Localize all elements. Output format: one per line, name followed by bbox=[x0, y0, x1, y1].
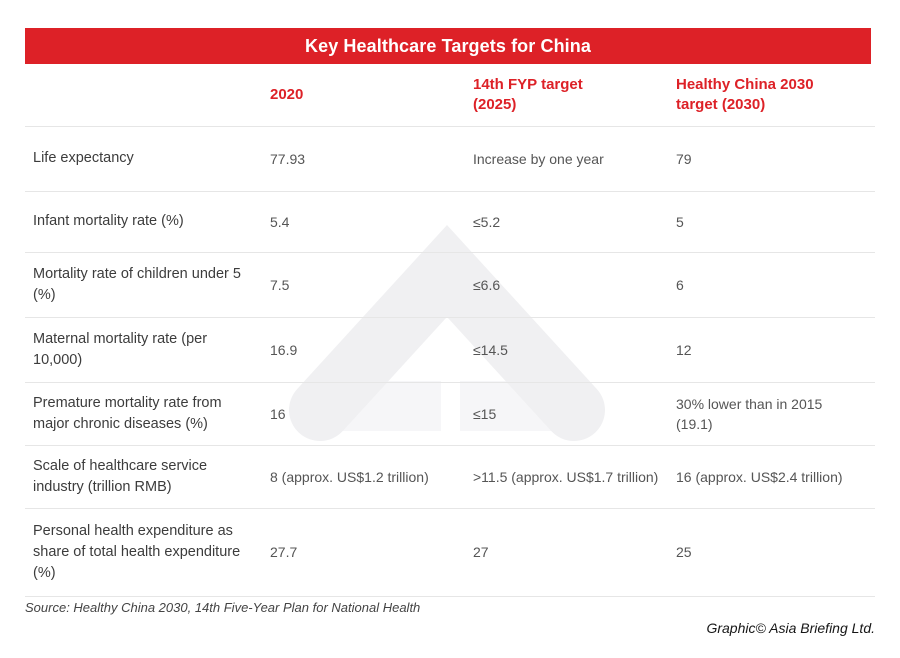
value-healthy-china-2030-cell: 16 (approx. US$2.4 trillion) bbox=[676, 468, 843, 485]
value-healthy-china-2030-cell: 5 bbox=[676, 213, 684, 230]
row-label-cell: Mortality rate of children under 5 (%) bbox=[33, 265, 241, 303]
value-healthy-china-2030-cell: 12 bbox=[676, 341, 692, 358]
table-body: Life expectancy 77.93 Increase by one year… bbox=[25, 127, 875, 597]
value-2020-cell: 16 bbox=[270, 405, 286, 422]
row-label-cell: Personal health expenditure as share of … bbox=[33, 522, 241, 581]
row-label-cell: Life expectancy bbox=[33, 150, 134, 167]
table-row: Personal health expenditure as share of … bbox=[25, 509, 875, 597]
value-2020-cell: 77.93 bbox=[270, 150, 306, 167]
value-fyp-2025-cell: >11.5 (approx. US$1.7 trillion) bbox=[473, 468, 659, 485]
value-fyp-2025-cell: 27 bbox=[473, 544, 489, 561]
value-fyp-2025-cell: ≤5.2 bbox=[473, 213, 501, 230]
value-healthy-china-2030-cell: 30% lower than in 2015 (19.1) bbox=[676, 395, 823, 432]
row-label-cell: Scale of healthcare service industry (tr… bbox=[33, 457, 208, 495]
graphic-credit: Graphic© Asia Briefing Ltd. bbox=[706, 620, 875, 636]
table-row: Life expectancy 77.93 Increase by one year… bbox=[25, 127, 875, 192]
value-2020-cell: 16.9 bbox=[270, 341, 298, 358]
value-2020-cell: 27.7 bbox=[270, 544, 298, 561]
value-2020-cell: 7.5 bbox=[270, 276, 290, 293]
column-header-fyp-2025: 14th FYP target (2025) bbox=[473, 75, 583, 113]
value-2020-cell: 5.4 bbox=[270, 213, 290, 230]
table-row: Scale of healthcare service industry (tr… bbox=[25, 446, 875, 509]
title-band: Key Healthcare Targets for China bbox=[25, 28, 871, 64]
row-label-cell: Premature mortality rate from major chro… bbox=[33, 394, 222, 432]
value-healthy-china-2030-cell: 6 bbox=[676, 276, 684, 293]
row-label-cell: Infant mortality rate (%) bbox=[33, 213, 184, 230]
row-label-cell: Maternal mortality rate (per 10,000) bbox=[33, 330, 208, 368]
value-healthy-china-2030-cell: 79 bbox=[676, 150, 692, 167]
column-header-healthy-china-2030: Healthy China 2030 target (2030) bbox=[676, 75, 814, 113]
table-row: Infant mortality rate (%) 5.4 ≤5.2 5 bbox=[25, 192, 875, 253]
table-row: Premature mortality rate from major chro… bbox=[25, 383, 875, 446]
table-row: Maternal mortality rate (per 10,000) 16.9… bbox=[25, 318, 875, 383]
value-2020-cell: 8 (approx. US$1.2 trillion) bbox=[270, 468, 429, 485]
source-note: Source: Healthy China 2030, 14th Five-Ye… bbox=[25, 600, 421, 615]
value-fyp-2025-cell: ≤6.6 bbox=[473, 276, 501, 293]
column-header-empty bbox=[25, 89, 270, 101]
value-fyp-2025-cell: ≤14.5 bbox=[473, 341, 508, 358]
table-row: Mortality rate of children under 5 (%) 7.… bbox=[25, 253, 875, 318]
page-title: Key Healthcare Targets for China bbox=[305, 35, 591, 56]
table-header-row: 2020 14th FYP target (2025) Healthy Chin… bbox=[25, 64, 875, 127]
value-healthy-china-2030-cell: 25 bbox=[676, 544, 692, 561]
value-fyp-2025-cell: ≤15 bbox=[473, 405, 497, 422]
targets-table: 2020 14th FYP target (2025) Healthy Chin… bbox=[25, 64, 875, 597]
value-fyp-2025-cell: Increase by one year bbox=[473, 150, 604, 167]
column-header-2020: 2020 bbox=[270, 85, 304, 103]
